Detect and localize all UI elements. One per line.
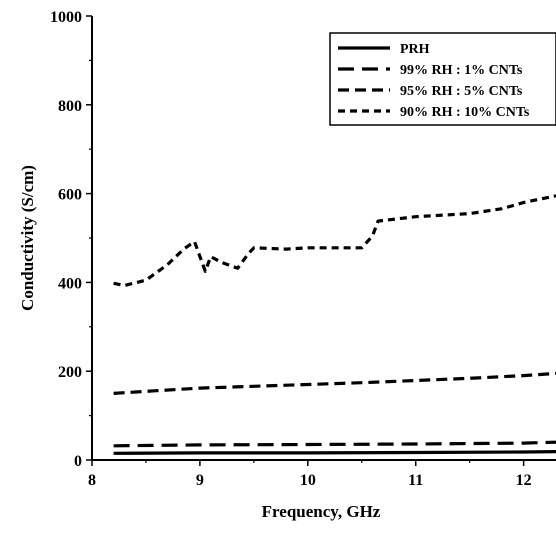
y-tick-label: 400 [58,275,82,292]
x-axis-title: Frequency, GHz [262,502,381,521]
legend-label-3: 95% RH : 5% CNTs [400,84,523,99]
series-lines [113,194,556,455]
x-tick-label: 8 [88,472,96,489]
x-tick-label: 10 [300,472,316,489]
series-line-3 [113,371,556,395]
series-line-4 [113,194,556,288]
y-ticks: 0 200 400 600 800 1000 [50,9,92,470]
series-line-1 [113,450,556,455]
series-line-2 [113,440,556,448]
x-tick-label: 11 [408,472,423,489]
legend-label-4: 90% RH : 10% CNTs [400,105,530,120]
y-axis-title: Conductivity (S/cm) [18,165,37,311]
legend-label-1: PRH [400,42,430,57]
x-ticks: 8 9 10 11 12 [88,460,532,489]
y-tick-label: 600 [58,187,82,204]
legend-label-2: 99% RH : 1% CNTs [400,63,523,78]
legend-entries: PRH 99% RH : 1% CNTs 95% RH : 5% CNTs 90% R… [338,42,530,120]
x-tick-label: 9 [196,472,204,489]
y-tick-label: 200 [58,364,82,381]
legend: PRH 99% RH : 1% CNTs 95% RH : 5% CNTs 90% R… [329,32,556,126]
y-tick-label: 0 [74,453,82,470]
y-tick-label: 800 [58,98,82,115]
x-tick-label: 12 [516,472,532,489]
y-tick-label: 1000 [50,9,82,26]
